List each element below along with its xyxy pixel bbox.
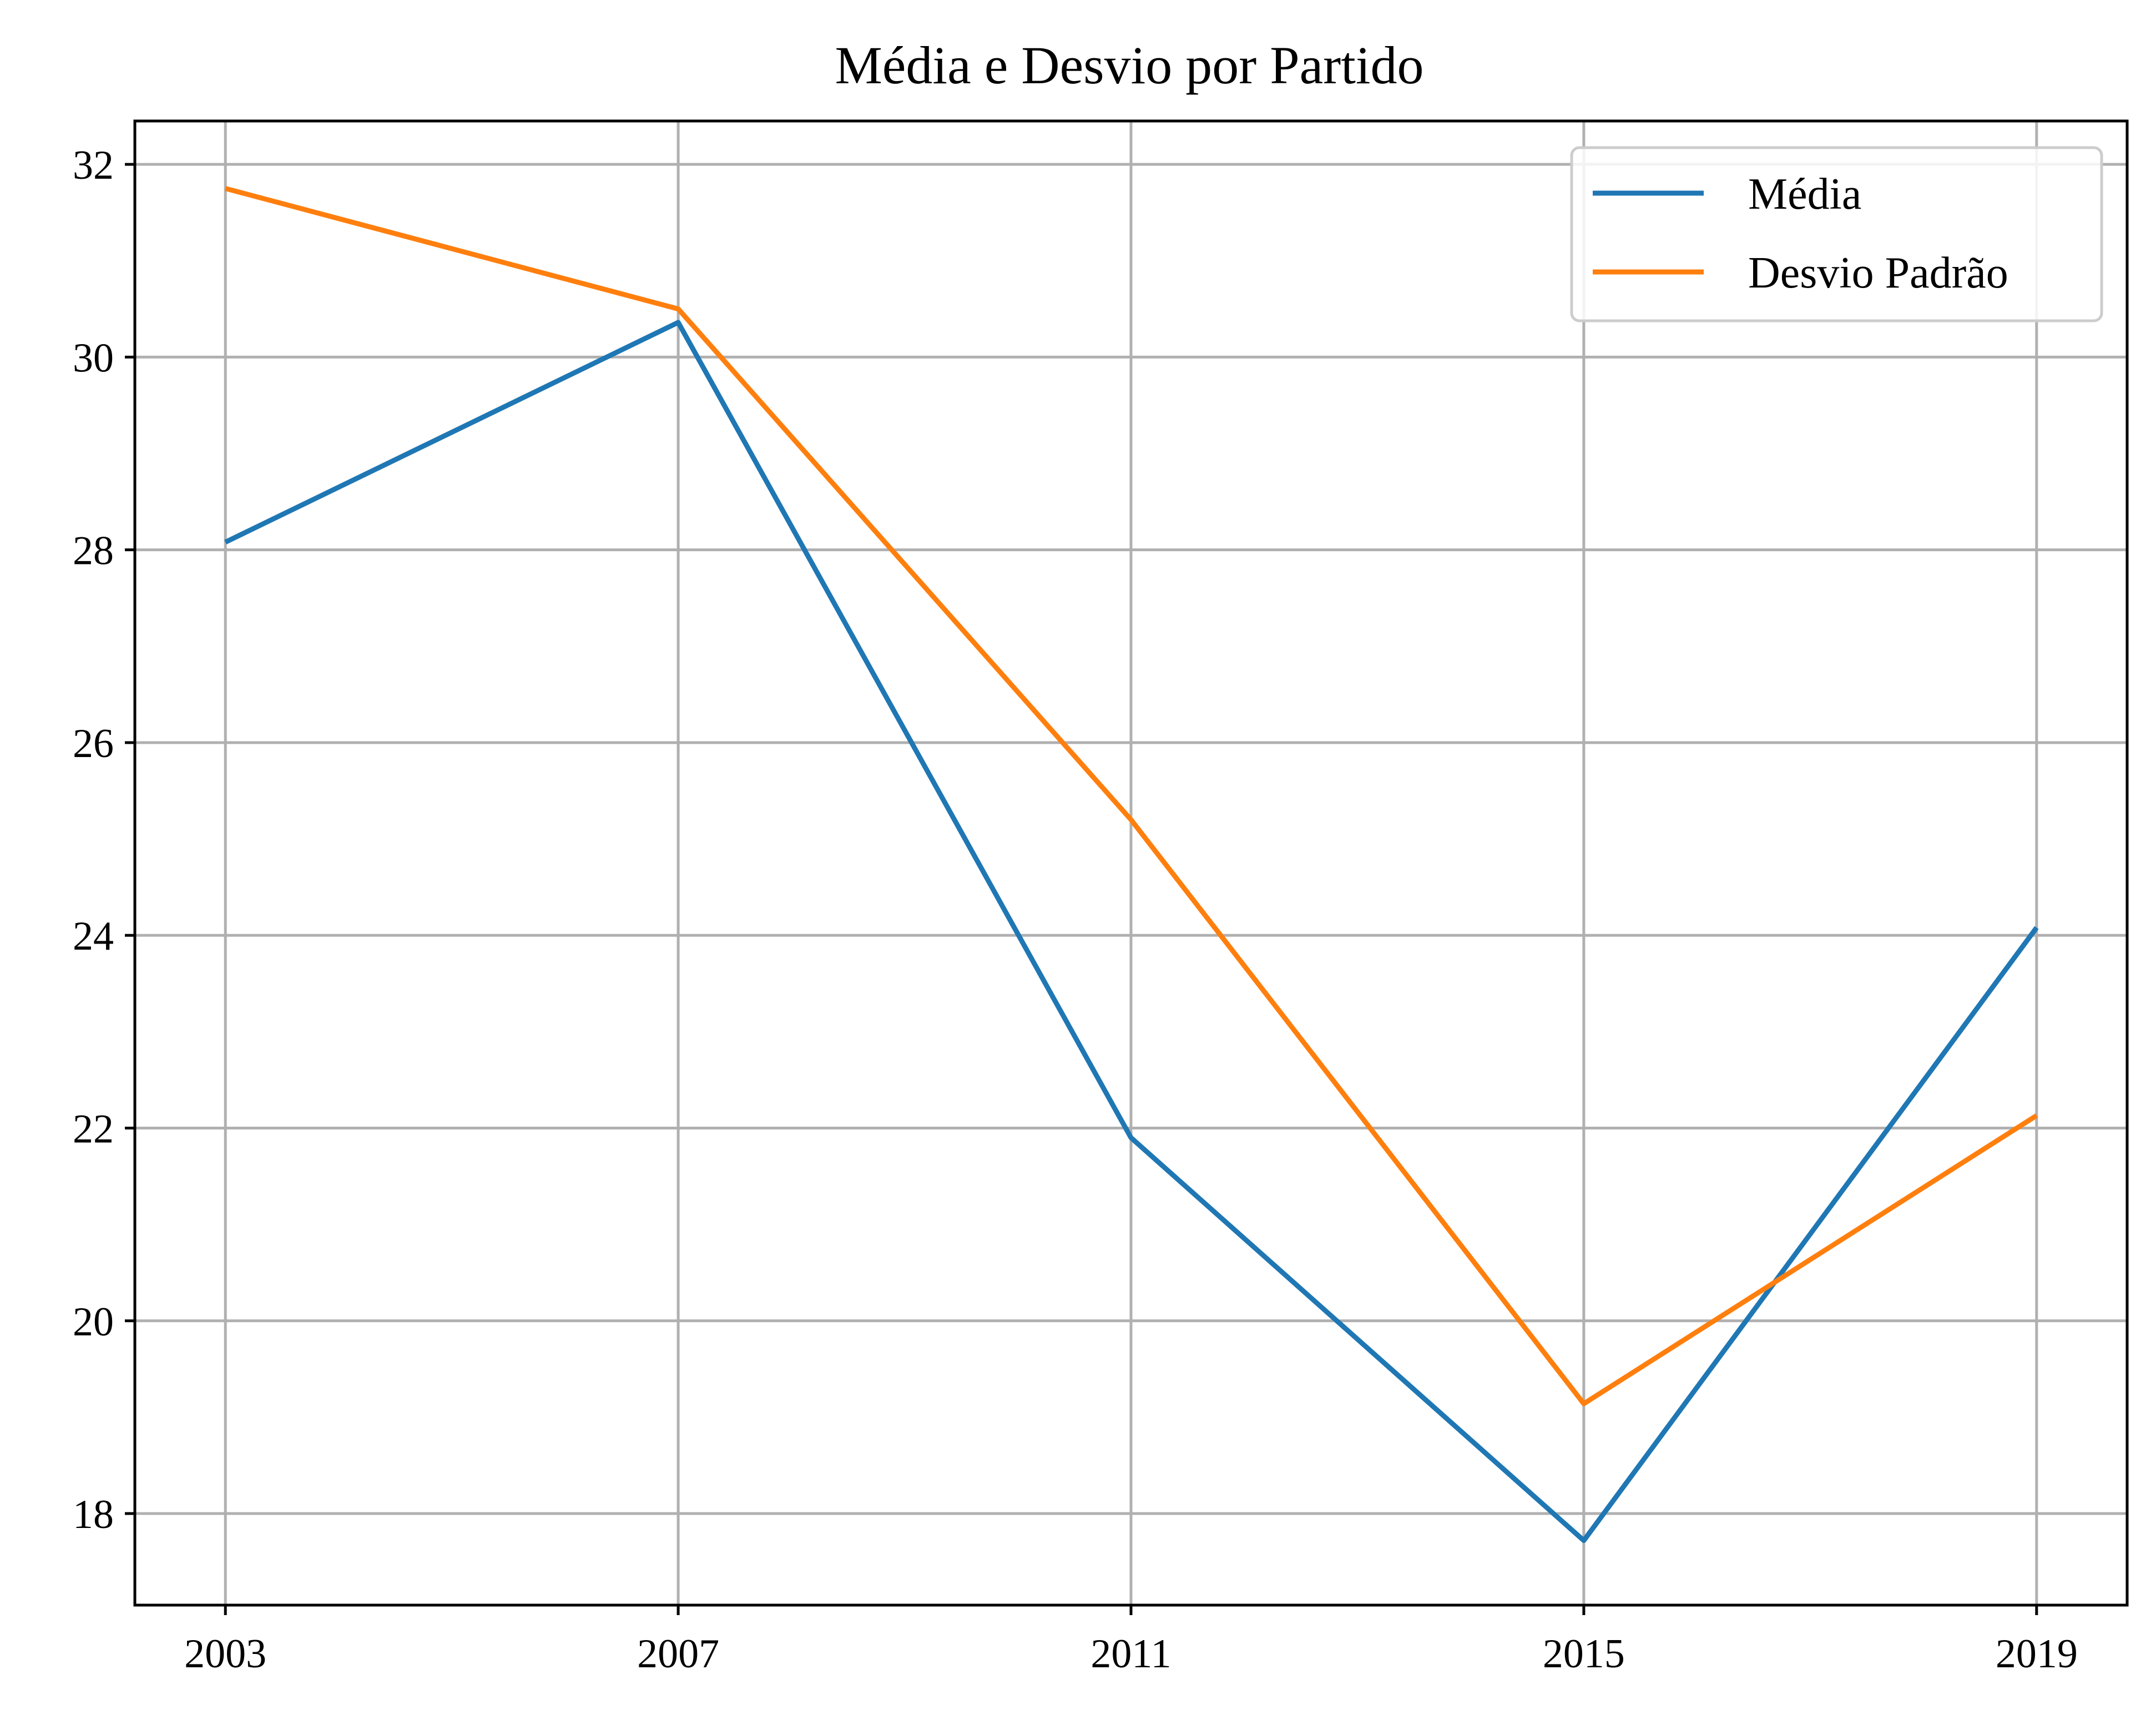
x-tick-label: 2011 [1090, 1631, 1171, 1677]
grid-lines [135, 121, 2127, 1605]
legend-label: Desvio Padrão [1748, 249, 2008, 297]
y-tick-label: 32 [73, 143, 114, 188]
series-layer [224, 186, 2039, 1544]
data-point [1130, 1137, 1132, 1138]
y-tick-label: 26 [73, 721, 114, 766]
legend-box [1570, 146, 2103, 322]
data-point [2036, 1115, 2037, 1116]
data-point [1583, 1540, 1584, 1541]
x-tick-label: 2019 [1996, 1631, 2078, 1677]
y-tick-label: 18 [73, 1492, 114, 1537]
y-tick-label: 30 [73, 335, 114, 381]
data-point [1130, 819, 1132, 820]
y-tick-label: 28 [73, 528, 114, 574]
data-point [2036, 927, 2037, 928]
y-tick-label: 22 [73, 1107, 114, 1152]
y-axis: 18 20 22 24 26 28 30 32 [73, 143, 135, 1537]
x-tick-label: 2007 [637, 1631, 719, 1677]
x-axis: 2003 2007 2011 2015 2019 [184, 1605, 2078, 1677]
legend-label: Média [1748, 170, 1861, 219]
y-tick-label: 20 [73, 1299, 114, 1345]
x-tick-label: 2003 [184, 1631, 266, 1677]
legend: Média Desvio Padrão [1570, 146, 2103, 322]
x-tick-label: 2015 [1543, 1631, 1625, 1677]
data-point [225, 188, 226, 189]
y-tick-label: 24 [73, 914, 114, 959]
chart-title: Média e Desvio por Partido [835, 36, 1423, 95]
